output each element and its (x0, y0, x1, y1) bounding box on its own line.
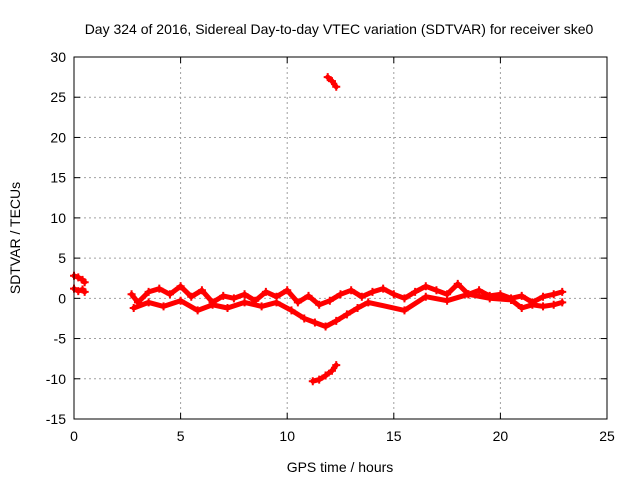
data-point (517, 303, 526, 312)
data-point (364, 298, 373, 307)
data-point (287, 306, 296, 315)
data-point (549, 290, 558, 299)
data-point (421, 282, 430, 291)
x-tick-label: 20 (493, 428, 509, 444)
y-tick-label: 0 (58, 290, 66, 306)
x-tick-label: 10 (279, 428, 295, 444)
y-axis-label: SDTVAR / TECUs (7, 182, 23, 294)
data-point (389, 290, 398, 299)
data-point (443, 296, 452, 305)
data-point (321, 371, 330, 380)
y-tick-label: -5 (54, 331, 67, 347)
data-point (187, 292, 196, 301)
data-point (336, 290, 345, 299)
data-point (342, 310, 351, 319)
data-point (240, 298, 249, 307)
data-point (208, 300, 217, 309)
chart-title: Day 324 of 2016, Sidereal Day-to-day VTE… (85, 21, 594, 37)
data-point (315, 300, 324, 309)
data-point (321, 322, 330, 331)
data-point (240, 290, 249, 299)
data-point (368, 287, 377, 296)
plot-frame (73, 56, 608, 420)
data-point (229, 294, 238, 303)
data-point (155, 284, 164, 293)
data-point (315, 375, 324, 384)
data-point (129, 303, 138, 312)
y-tick-label: 25 (50, 89, 66, 105)
x-tick-label: 0 (70, 428, 78, 444)
data-point (411, 287, 420, 296)
data-point (323, 73, 332, 82)
data-point (353, 303, 362, 312)
data-point (74, 273, 83, 282)
data-point (327, 77, 336, 86)
y-tick-label: 20 (50, 129, 66, 145)
data-point (558, 298, 567, 307)
data-point (127, 290, 136, 299)
data-point (400, 306, 409, 315)
data-point (176, 296, 185, 305)
data-point (261, 287, 270, 296)
data-point (300, 314, 309, 323)
data-point (304, 291, 313, 300)
data-points (70, 73, 567, 386)
data-point (507, 295, 516, 304)
data-point (80, 287, 89, 296)
data-point (539, 292, 548, 301)
data-point (357, 292, 366, 301)
data-point (332, 361, 341, 370)
y-tick-label: 10 (50, 210, 66, 226)
data-point (80, 278, 89, 287)
data-point (421, 292, 430, 301)
grid-lines (74, 57, 607, 419)
data-point (332, 82, 341, 91)
data-point (144, 287, 153, 296)
data-point (257, 302, 266, 311)
y-tick-label: 5 (58, 250, 66, 266)
data-point (308, 377, 317, 386)
data-point (283, 286, 292, 295)
x-axis-label: GPS time / hours (287, 459, 394, 475)
data-point (176, 282, 185, 291)
data-point (219, 291, 228, 300)
data-point (485, 294, 494, 303)
data-point (432, 286, 441, 295)
data-point (347, 286, 356, 295)
data-point (223, 303, 232, 312)
data-point (197, 286, 206, 295)
data-point (144, 298, 153, 307)
data-point (475, 286, 484, 295)
data-point (310, 318, 319, 327)
data-point (379, 284, 388, 293)
data-point (400, 294, 409, 303)
data-point (193, 306, 202, 315)
axis-ticks: 0 5 10 15 20 25 30 25 20 15 10 5 0 -5 -10 -15 (46, 49, 615, 444)
x-tick-label: 25 (599, 428, 615, 444)
y-tick-label: 15 (50, 170, 66, 186)
data-point (464, 290, 473, 299)
data-point (528, 300, 537, 309)
data-point (293, 298, 302, 307)
data-point (325, 296, 334, 305)
data-point (272, 298, 281, 307)
data-point (332, 316, 341, 325)
x-tick-label: 5 (177, 428, 185, 444)
data-point (539, 302, 548, 311)
data-point (453, 279, 462, 288)
data-point (159, 302, 168, 311)
y-tick-label: -10 (46, 371, 66, 387)
y-tick-label: 30 (50, 49, 66, 65)
data-point (165, 290, 174, 299)
x-tick-label: 15 (386, 428, 402, 444)
data-point (517, 291, 526, 300)
data-point (558, 287, 567, 296)
data-point (549, 300, 558, 309)
data-point (327, 366, 336, 375)
y-tick-label: -15 (46, 411, 66, 427)
